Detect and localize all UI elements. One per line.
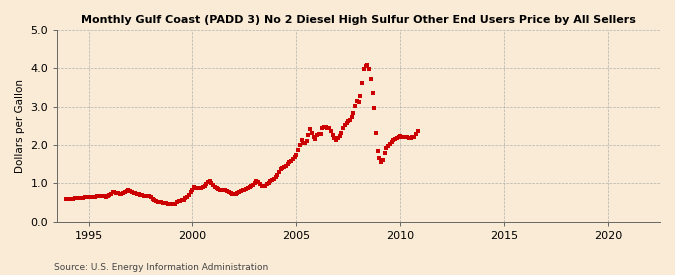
Y-axis label: Dollars per Gallon: Dollars per Gallon	[15, 79, 25, 173]
Title: Monthly Gulf Coast (PADD 3) No 2 Diesel High Sulfur Other End Users Price by All: Monthly Gulf Coast (PADD 3) No 2 Diesel …	[81, 15, 636, 25]
Text: Source: U.S. Energy Information Administration: Source: U.S. Energy Information Administ…	[54, 263, 268, 272]
